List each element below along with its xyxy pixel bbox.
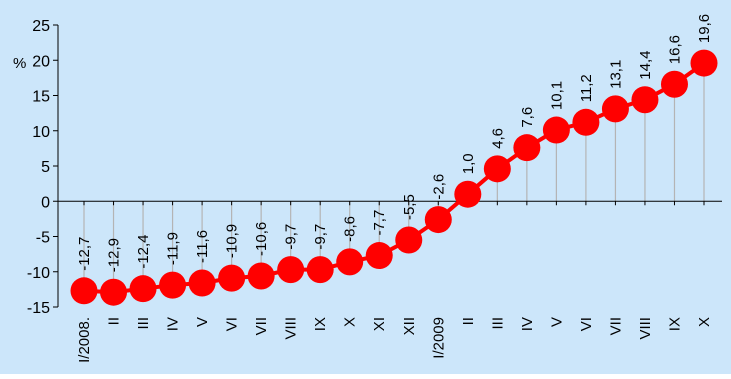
data-label: 7,6 — [519, 107, 536, 128]
y-axis-unit-label: % — [13, 55, 26, 72]
category-label: III — [135, 317, 152, 330]
series-line-group — [83, 61, 706, 295]
category-label: VI — [224, 317, 241, 331]
y-tick-label: -5 — [36, 230, 50, 247]
data-points — [70, 49, 718, 306]
data-point — [424, 206, 452, 234]
data-point — [188, 269, 216, 297]
category-label: II — [106, 317, 123, 325]
data-label: -7,7 — [371, 210, 388, 236]
data-point — [306, 256, 334, 284]
data-label: -5,5 — [401, 194, 418, 220]
data-point — [454, 180, 482, 208]
category-label: VII — [253, 317, 270, 335]
data-label: -11,6 — [194, 230, 211, 263]
data-label: -8,6 — [342, 216, 359, 242]
y-tick-label: 10 — [32, 124, 50, 141]
data-label: -9,7 — [312, 224, 329, 250]
data-point — [129, 275, 157, 303]
data-point — [483, 155, 511, 183]
category-label: X — [696, 317, 713, 327]
category-label: IV — [165, 317, 182, 331]
category-label: XI — [371, 317, 388, 331]
data-label: -10,9 — [224, 224, 241, 258]
data-point — [336, 248, 364, 276]
data-point — [100, 278, 128, 306]
y-tick-label: -15 — [27, 300, 50, 317]
data-label: -10,6 — [253, 222, 270, 256]
data-point — [277, 256, 305, 284]
data-label: -11,9 — [165, 232, 182, 265]
category-label: VIII — [637, 317, 654, 340]
category-label: IX — [312, 317, 329, 331]
category-label: V — [194, 317, 211, 327]
data-label: -12,9 — [106, 238, 123, 272]
data-point — [395, 226, 423, 254]
data-label: -12,7 — [76, 237, 93, 271]
data-point — [70, 277, 98, 305]
data-label: -9,7 — [283, 224, 300, 250]
data-point — [572, 108, 600, 136]
data-label: 14,4 — [637, 51, 654, 80]
category-label: VII — [607, 317, 624, 335]
category-label: III — [489, 317, 506, 330]
y-tick-label: 25 — [32, 18, 50, 35]
data-label: -12,4 — [135, 234, 152, 268]
category-label: XII — [401, 317, 418, 335]
data-labels: -12,7 -12,9 -12,4 -11,9 -11,6 -10,9 -10,6 -9,7-… — [76, 14, 713, 272]
category-label: II — [460, 317, 477, 325]
category-label: I/2008. — [76, 317, 93, 363]
data-point — [690, 49, 718, 77]
y-tick-label: 20 — [32, 53, 50, 70]
category-label: X — [342, 317, 359, 327]
data-label: 16,6 — [666, 35, 683, 64]
series-line — [83, 61, 706, 295]
category-label: VIII — [283, 317, 300, 340]
data-label: 13,1 — [607, 60, 624, 89]
data-point — [247, 262, 275, 290]
category-label: VI — [578, 317, 595, 331]
data-point — [365, 242, 393, 270]
data-label: -2,6 — [430, 174, 447, 200]
y-tick-label: 0 — [41, 194, 50, 211]
category-label: I/2009 — [430, 317, 447, 359]
data-point — [513, 134, 541, 162]
y-tick-label: 15 — [32, 89, 50, 106]
data-label: 10,1 — [548, 81, 565, 110]
data-point — [542, 116, 570, 144]
y-tick-label: -10 — [27, 265, 50, 282]
category-label: IX — [666, 317, 683, 331]
data-label: 11,2 — [578, 74, 595, 102]
data-point — [601, 95, 629, 123]
category-label: IV — [519, 317, 536, 331]
axes: 25 20 15 10 5 0 -5 -10 -15 — [27, 18, 722, 317]
data-point — [660, 70, 688, 98]
category-labels: I/2008. II III IV V VI VII VIII IX X XI XII I/2009 II… — [76, 317, 713, 363]
category-label: V — [548, 317, 565, 327]
data-label: 1,0 — [460, 153, 477, 174]
data-label: 19,6 — [696, 14, 713, 43]
data-point — [631, 86, 659, 114]
data-label: 4,6 — [489, 128, 506, 149]
y-tick-label: 5 — [41, 159, 50, 176]
data-point — [218, 264, 246, 292]
data-point — [159, 271, 187, 299]
